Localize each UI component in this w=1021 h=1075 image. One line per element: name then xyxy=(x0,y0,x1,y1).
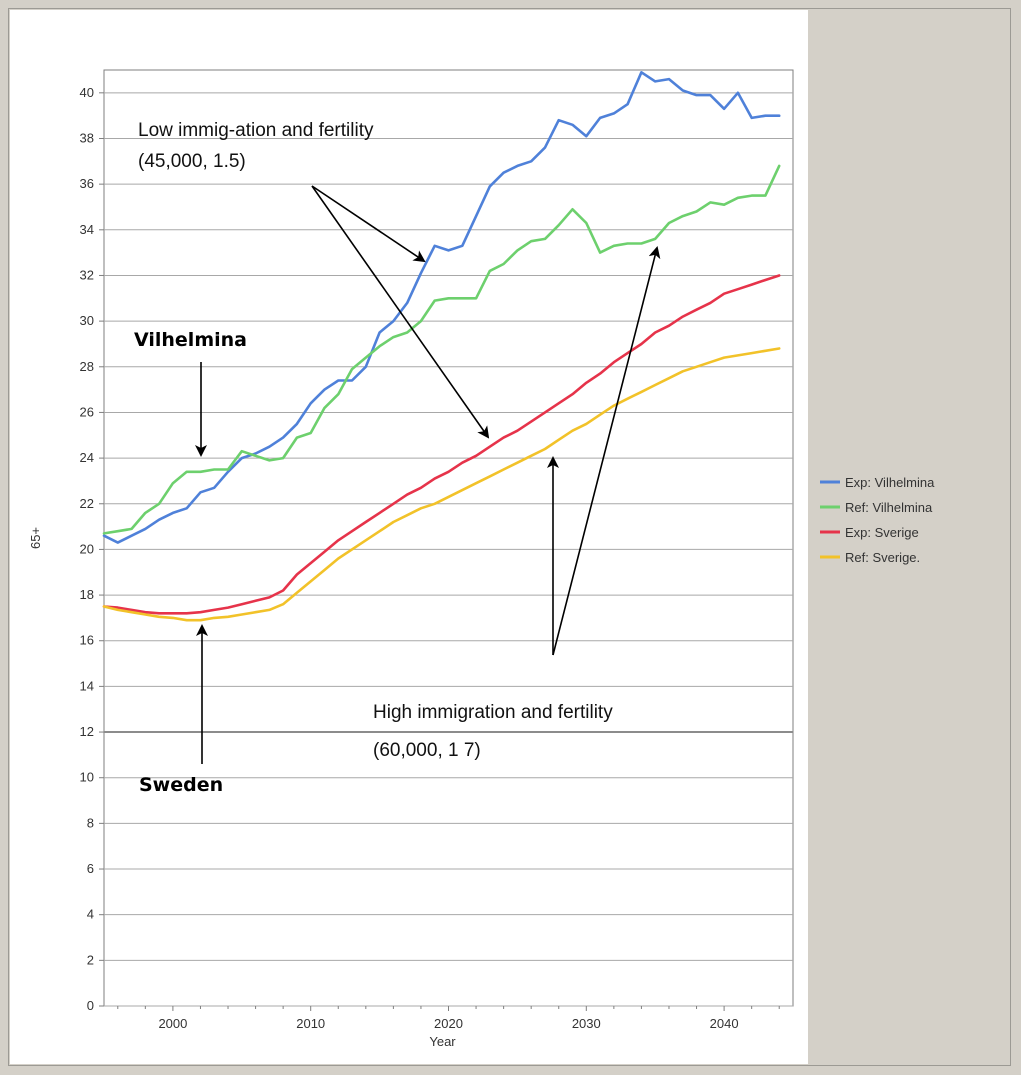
legend-label: Ref: Sverige. xyxy=(845,550,920,565)
series-line-2 xyxy=(102,274,781,615)
annotation-vilhelmina: Vilhelmina xyxy=(134,329,247,351)
axes: 65+ Year xyxy=(28,527,456,1049)
y-tick-label: 16 xyxy=(80,633,94,648)
y-tick-label: 22 xyxy=(80,496,94,511)
plot-panel xyxy=(10,10,808,1064)
arrow-low-to-exp-vilhelmina xyxy=(311,185,426,263)
x-tick-label: 2020 xyxy=(434,1016,463,1031)
y-tick-label: 40 xyxy=(80,85,94,100)
y-tick-label: 36 xyxy=(80,176,94,191)
grid: 0246810121416182022242628303234363840200… xyxy=(80,69,794,1031)
y-axis-label: 65+ xyxy=(28,527,43,549)
y-tick-label: 8 xyxy=(87,815,94,830)
x-tick-label: 2030 xyxy=(572,1016,601,1031)
annotation-high-scenario-params: (60,000, 1 7) xyxy=(373,740,481,761)
x-tick-label: 2000 xyxy=(158,1016,187,1031)
y-tick-label: 24 xyxy=(80,450,94,465)
y-tick-label: 30 xyxy=(80,313,94,328)
y-tick-label: 2 xyxy=(87,952,94,967)
arrow-low-to-exp-sverige xyxy=(311,185,490,439)
legend: Exp: Vilhelmina Ref: Vilhelmina Exp: Sveri… xyxy=(820,475,935,565)
series-line-0 xyxy=(102,71,781,544)
y-tick-label: 6 xyxy=(87,861,94,876)
y-tick-label: 14 xyxy=(80,678,94,693)
arrow-high-to-ref-vilhelmina xyxy=(552,246,661,656)
y-tick-label: 20 xyxy=(80,541,94,556)
annotation-high-scenario: High immigration and fertility xyxy=(373,702,613,723)
series-line-3 xyxy=(102,347,781,622)
y-tick-label: 32 xyxy=(80,267,94,282)
annotation-low-scenario-params: (45,000, 1.5) xyxy=(138,151,246,172)
plot-area xyxy=(103,69,794,1007)
x-axis-label: Year xyxy=(429,1034,456,1049)
y-tick-label: 26 xyxy=(80,404,94,419)
y-tick-label: 28 xyxy=(80,359,94,374)
y-tick-label: 38 xyxy=(80,130,94,145)
y-tick-label: 18 xyxy=(80,587,94,602)
legend-label: Exp: Vilhelmina xyxy=(845,475,935,490)
x-tick-label: 2040 xyxy=(710,1016,739,1031)
y-tick-label: 10 xyxy=(80,770,94,785)
y-tick-label: 4 xyxy=(87,907,94,922)
x-tick-label: 2010 xyxy=(296,1016,325,1031)
legend-label: Exp: Sverige xyxy=(845,525,919,540)
y-tick-label: 0 xyxy=(87,998,94,1013)
series-line-1 xyxy=(102,164,781,535)
series-group xyxy=(102,71,781,622)
y-tick-label: 12 xyxy=(80,724,94,739)
annotations: Low immig-ation and fertility (45,000, 1… xyxy=(134,120,661,796)
window-border xyxy=(8,8,1011,1066)
legend-label: Ref: Vilhelmina xyxy=(845,500,933,515)
annotation-low-scenario: Low immig-ation and fertility xyxy=(138,120,374,141)
annotation-sweden: Sweden xyxy=(139,774,223,796)
y-tick-label: 34 xyxy=(80,222,94,237)
